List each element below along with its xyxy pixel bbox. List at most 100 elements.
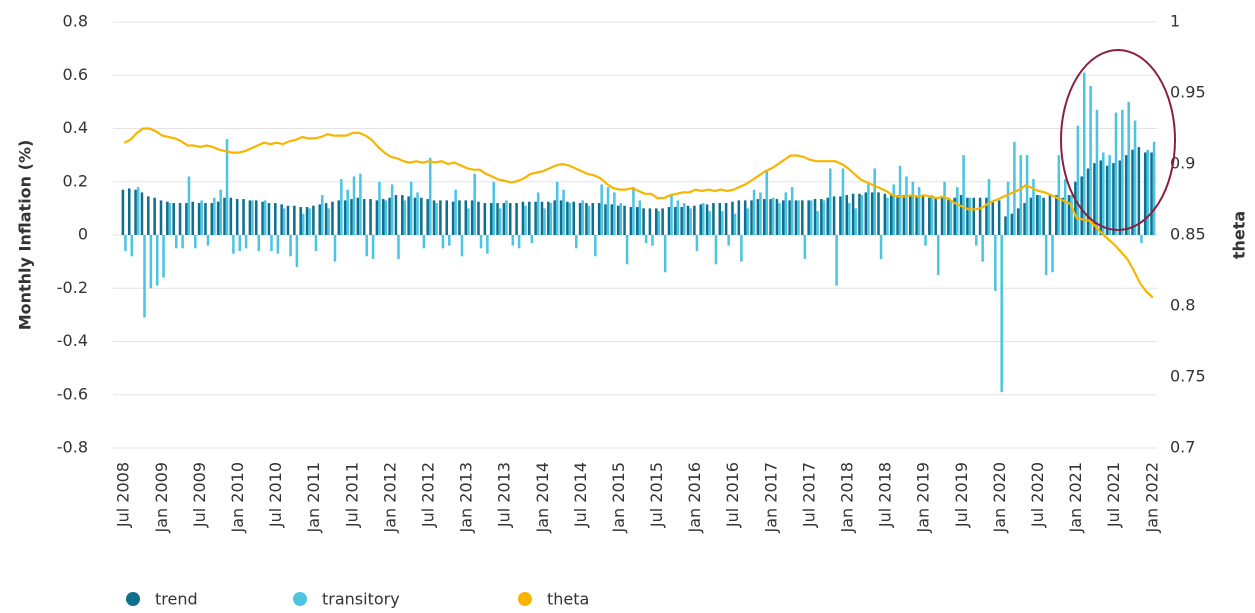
bar bbox=[136, 187, 140, 235]
y2-tick-label: 0.9 bbox=[1170, 154, 1195, 173]
bar bbox=[826, 197, 829, 235]
bar bbox=[1032, 179, 1035, 235]
bar bbox=[448, 235, 451, 246]
bar bbox=[943, 181, 946, 235]
bar bbox=[289, 235, 292, 257]
bar bbox=[238, 235, 242, 251]
bar bbox=[1124, 155, 1128, 235]
bar bbox=[149, 235, 153, 289]
x-tick-label: Jan 2017 bbox=[761, 462, 780, 533]
bar bbox=[623, 205, 626, 235]
bar bbox=[1025, 155, 1029, 235]
bar bbox=[740, 235, 743, 262]
bar bbox=[928, 197, 931, 235]
bar bbox=[921, 196, 925, 235]
bar bbox=[159, 200, 163, 235]
bar bbox=[807, 200, 810, 235]
legend-label: trend bbox=[155, 590, 198, 609]
bar bbox=[390, 184, 394, 235]
y2-tick-label: 0.85 bbox=[1170, 225, 1206, 244]
bar bbox=[401, 195, 404, 235]
bar bbox=[312, 205, 315, 235]
bar bbox=[492, 181, 495, 235]
bar bbox=[1095, 109, 1099, 235]
bar bbox=[369, 199, 372, 235]
x-tick-label: Jan 2020 bbox=[990, 462, 1009, 533]
bar bbox=[388, 197, 391, 235]
bar bbox=[451, 201, 455, 235]
y-tick-label: 0.2 bbox=[63, 171, 88, 190]
bar bbox=[949, 200, 953, 235]
theta-line bbox=[123, 127, 1154, 299]
bar bbox=[854, 208, 857, 235]
bar bbox=[479, 235, 483, 249]
bar bbox=[625, 235, 629, 265]
bar bbox=[251, 200, 254, 235]
bar bbox=[797, 200, 800, 235]
bar bbox=[254, 200, 258, 235]
bar bbox=[981, 235, 984, 262]
bar bbox=[460, 235, 464, 257]
bar bbox=[762, 199, 766, 235]
bar bbox=[616, 205, 620, 235]
bar bbox=[1093, 163, 1096, 235]
legend-marker bbox=[518, 592, 532, 606]
bar bbox=[378, 181, 381, 235]
bar bbox=[746, 208, 749, 235]
bar bbox=[505, 200, 508, 235]
bar bbox=[428, 157, 432, 235]
x-tick-label: Jul 2021 bbox=[1104, 462, 1123, 528]
bar bbox=[435, 203, 438, 235]
bar bbox=[1080, 176, 1083, 235]
bar bbox=[699, 204, 702, 235]
bar bbox=[695, 235, 699, 251]
bar bbox=[947, 197, 950, 235]
bar bbox=[121, 189, 125, 235]
y-tick-label: 0 bbox=[78, 225, 88, 244]
bar bbox=[775, 199, 779, 235]
bar bbox=[299, 207, 302, 235]
bar bbox=[422, 235, 426, 249]
bar bbox=[219, 189, 222, 235]
bar bbox=[610, 204, 614, 235]
bar bbox=[337, 200, 341, 235]
bar bbox=[801, 200, 804, 235]
bar bbox=[420, 197, 423, 235]
bar bbox=[1089, 85, 1092, 236]
bar bbox=[794, 200, 798, 235]
bar bbox=[244, 235, 248, 249]
bar bbox=[333, 235, 337, 262]
bar bbox=[547, 201, 550, 235]
bar bbox=[693, 205, 696, 235]
legend-label: theta bbox=[547, 590, 589, 609]
y2-axis-label: theta bbox=[1230, 211, 1249, 259]
bar bbox=[508, 203, 512, 235]
bar bbox=[534, 201, 537, 235]
bar bbox=[858, 193, 861, 235]
bar bbox=[127, 188, 131, 235]
bar bbox=[1143, 152, 1147, 235]
bar bbox=[327, 208, 330, 235]
bar bbox=[682, 203, 686, 235]
bar bbox=[162, 235, 165, 278]
bar bbox=[477, 201, 480, 235]
bar bbox=[130, 235, 134, 257]
bar bbox=[1146, 149, 1150, 235]
bar bbox=[701, 203, 705, 235]
bar bbox=[359, 173, 362, 235]
y2-tick-label: 0.7 bbox=[1170, 438, 1195, 457]
bar bbox=[820, 199, 823, 235]
bar bbox=[223, 197, 226, 235]
bar bbox=[676, 200, 680, 235]
bar bbox=[524, 205, 527, 235]
bar bbox=[441, 235, 445, 249]
bar bbox=[464, 200, 468, 235]
bar bbox=[1042, 197, 1045, 235]
bar bbox=[661, 208, 664, 235]
bar bbox=[784, 192, 788, 235]
bar bbox=[194, 235, 197, 249]
bar bbox=[413, 197, 417, 235]
bar bbox=[886, 197, 889, 235]
bar bbox=[835, 235, 838, 286]
bar bbox=[733, 213, 737, 235]
